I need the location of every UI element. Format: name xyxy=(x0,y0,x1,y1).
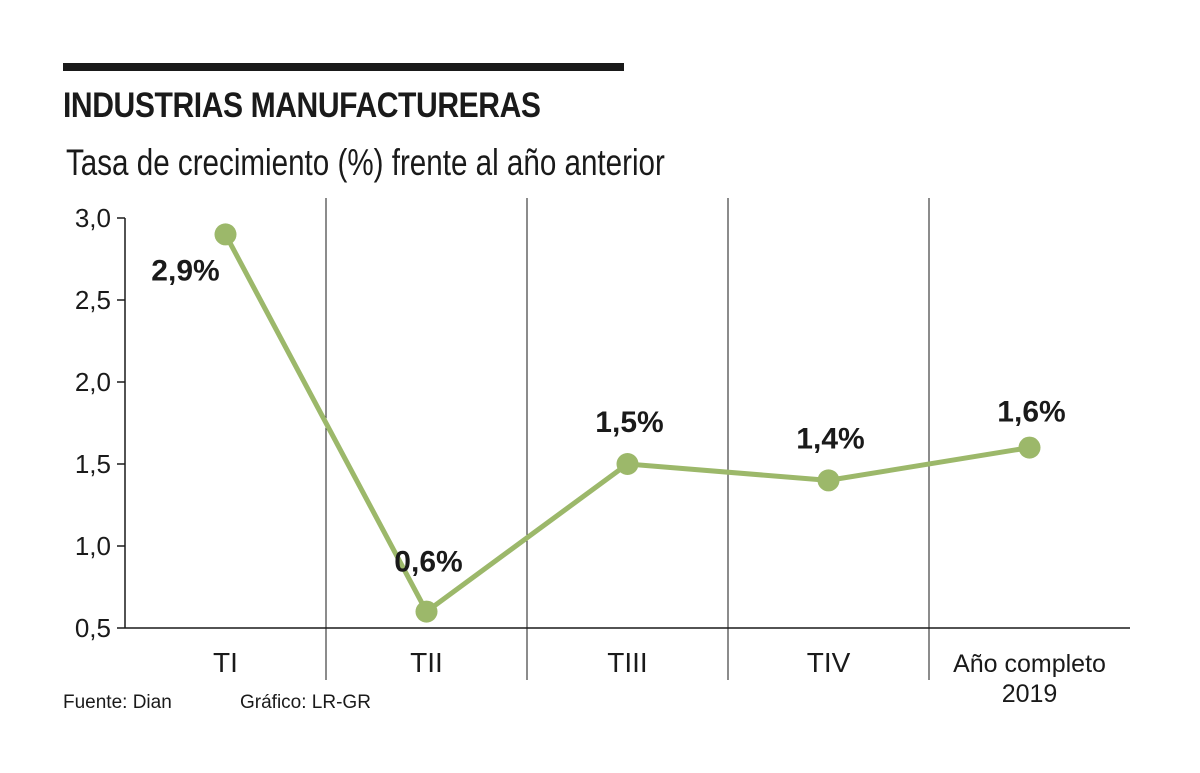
data-label: 1,5% xyxy=(595,406,663,439)
data-label: 1,6% xyxy=(997,396,1065,429)
source-note: Fuente: Dian xyxy=(63,692,172,713)
data-label: 0,6% xyxy=(394,546,462,579)
data-label: 1,4% xyxy=(796,422,864,455)
y-tick-label: 1,5 xyxy=(75,449,111,479)
data-point xyxy=(214,223,237,246)
data-point xyxy=(1018,436,1041,459)
x-tick-label: TI xyxy=(213,647,238,678)
top-rule xyxy=(63,63,624,71)
data-point xyxy=(616,453,639,475)
y-tick-label: 2,0 xyxy=(75,367,111,397)
x-tick-label: TIII xyxy=(607,647,647,678)
chart-title: INDUSTRIAS MANUFACTURERAS xyxy=(63,86,541,125)
data-label: 2,9% xyxy=(151,254,219,287)
y-tick-label: 1,0 xyxy=(75,531,111,561)
x-tick-label: Año completo xyxy=(953,650,1106,678)
y-tick-label: 2,5 xyxy=(75,285,111,315)
data-point xyxy=(817,469,840,492)
x-tick-label: TII xyxy=(410,647,443,678)
x-tick-label: TIV xyxy=(807,647,851,678)
credit-note: Gráfico: LR-GR xyxy=(240,692,371,713)
data-point xyxy=(415,600,438,623)
y-tick-label: 0,5 xyxy=(75,613,111,643)
y-tick-label: 3,0 xyxy=(75,203,111,233)
chart-subtitle: Tasa de crecimiento (%) frente al año an… xyxy=(66,142,665,183)
x-tick-label: 2019 xyxy=(1002,680,1058,708)
